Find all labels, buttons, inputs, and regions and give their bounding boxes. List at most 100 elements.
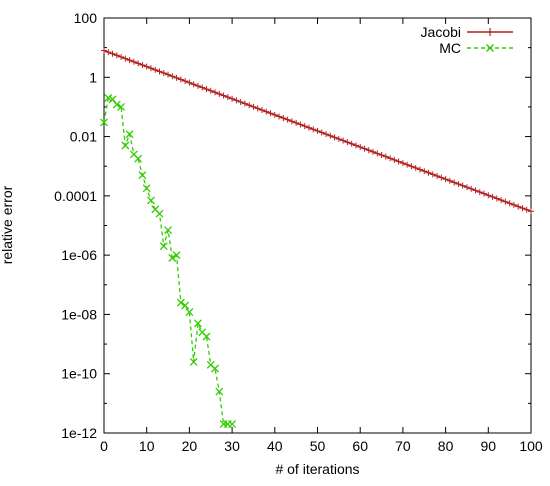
jacobi-point (459, 182, 466, 189)
jacobi-point (323, 131, 330, 138)
mc-marker-b (142, 184, 151, 193)
jacobi-point (241, 100, 248, 107)
jacobi-point (139, 61, 146, 68)
jacobi-point (476, 189, 483, 196)
y-tick-label: 100 (74, 10, 98, 26)
jacobi-point (502, 198, 509, 205)
jacobi-point (258, 107, 265, 114)
series-layer (100, 47, 534, 429)
mc-marker-b (138, 171, 147, 180)
jacobi-point (160, 70, 167, 77)
mc-marker-b (211, 364, 219, 373)
mc-point (168, 254, 177, 262)
x-tick-label: 40 (267, 438, 283, 454)
jacobi-point (122, 55, 129, 62)
mc-marker-b (159, 242, 168, 251)
x-axis-title: # of iterations (275, 461, 359, 477)
jacobi-point (335, 135, 342, 142)
jacobi-point (229, 95, 236, 102)
mc-point (193, 319, 202, 328)
jacobi-point (182, 78, 189, 85)
jacobi-point (276, 113, 283, 120)
mc-point (147, 196, 155, 205)
plot-frame (103, 17, 532, 434)
x-tick-label: 50 (310, 438, 326, 454)
jacobi-point (118, 53, 125, 60)
jacobi-point (297, 121, 304, 128)
jacobi-point (190, 81, 197, 88)
jacobi-point (147, 65, 154, 72)
jacobi-point (365, 147, 372, 154)
jacobi-point (412, 164, 419, 171)
jacobi-point (498, 197, 505, 204)
mc-marker-b (168, 254, 177, 262)
x-tick-label: 20 (182, 438, 198, 454)
jacobi-point (370, 148, 377, 155)
mc-marker-b (147, 196, 155, 205)
jacobi-point (404, 161, 411, 168)
jacobi-point (156, 68, 163, 75)
mc-point (104, 94, 113, 102)
jacobi-point (310, 126, 317, 133)
y-tick-label: 1e-12 (61, 425, 97, 441)
jacobi-point (421, 168, 428, 175)
mc-marker-b (181, 301, 190, 310)
jacobi-point (246, 102, 253, 109)
jacobi-point (344, 139, 351, 146)
legend-label: MC (439, 40, 461, 56)
jacobi-point (391, 156, 398, 163)
jacobi-point (263, 108, 270, 115)
jacobi-point (425, 169, 432, 176)
jacobi-point (528, 208, 534, 215)
jacobi-point (510, 201, 517, 208)
jacobi-point (318, 129, 325, 136)
mc-point (125, 130, 134, 139)
mc-marker-b (228, 420, 237, 429)
jacobi-point (352, 142, 359, 149)
mc-point (164, 226, 173, 235)
jacobi-point (207, 87, 214, 94)
jacobi-point (438, 174, 445, 181)
jacobi-point (481, 190, 488, 197)
x-tick-label: 80 (438, 438, 454, 454)
jacobi-point (434, 172, 441, 179)
mc-point (134, 154, 143, 163)
x-tick-label: 90 (481, 438, 497, 454)
mc-point (108, 95, 117, 104)
jacobi-point (284, 116, 291, 123)
mc-marker-b (151, 205, 160, 214)
x-tick-label: 30 (224, 438, 240, 454)
mc-point (189, 357, 198, 366)
mc-marker-b (172, 251, 181, 260)
jacobi-point (361, 145, 368, 152)
jacobi-point (374, 150, 381, 157)
jacobi-point (199, 84, 206, 91)
mc-point (121, 141, 130, 150)
jacobi-point (446, 177, 453, 184)
jacobi-point (224, 94, 231, 101)
mc-point (215, 387, 224, 396)
jacobi-point (515, 203, 522, 210)
jacobi-point (105, 49, 112, 56)
jacobi-point (314, 127, 321, 134)
mc-marker-b (155, 209, 164, 218)
jacobi-point (399, 160, 406, 167)
mc-marker-b (206, 360, 215, 369)
mc-marker-b (202, 332, 211, 341)
mc-marker-b (129, 150, 138, 159)
mc-point (100, 118, 108, 127)
jacobi-point (177, 76, 184, 83)
jacobi-point (489, 193, 496, 200)
legend-marker-b (486, 44, 494, 52)
jacobi-point (485, 192, 492, 199)
jacobi-point (455, 181, 462, 188)
jacobi-point (152, 66, 159, 73)
mc-point (181, 301, 190, 310)
jacobi-point (327, 132, 334, 139)
mc-point (117, 102, 126, 111)
x-tick-label: 0 (100, 438, 108, 454)
jacobi-point (194, 82, 201, 89)
jacobi-point (271, 111, 278, 118)
